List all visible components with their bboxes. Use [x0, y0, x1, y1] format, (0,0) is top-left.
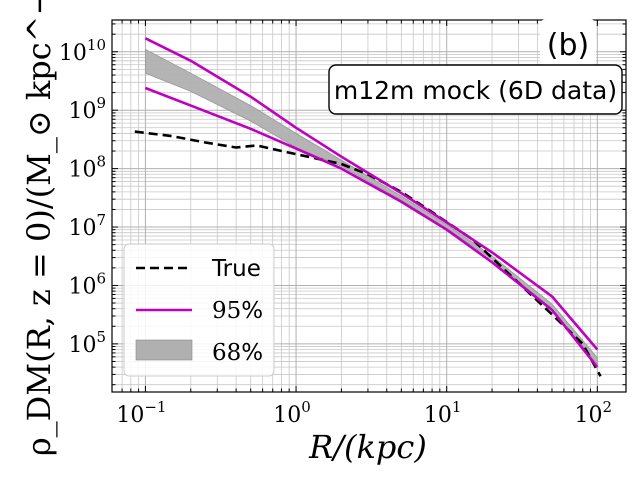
x-tick-label: 102 [575, 398, 613, 428]
band-68-percent [145, 48, 598, 366]
legend: True 95% 68% [123, 243, 275, 377]
x-axis-label: R/(kpc) [308, 428, 427, 466]
legend-true-label: True [211, 256, 261, 282]
y-tick-label: 106 [68, 269, 106, 299]
x-tick-label: 101 [424, 398, 462, 428]
x-tick-label: 10−1 [116, 398, 166, 428]
x-tick-label: 100 [273, 398, 311, 428]
panel-label-box: (b) [540, 19, 596, 65]
tick-labels: 10−1 100 101 102 105 106 107 108 109 1010 [59, 36, 612, 428]
y-tick-label: 1010 [59, 36, 106, 66]
legend-68-swatch [135, 339, 193, 361]
annotation-text: m12m mock (6D data) [334, 76, 617, 105]
series-line-95-lower [144, 86, 599, 368]
series-line-95-upper [144, 37, 599, 351]
y-tick-label: 105 [68, 328, 106, 358]
plot-area [134, 37, 602, 377]
axis-ticks [111, 20, 626, 392]
annotation-box: m12m mock (6D data) [328, 64, 623, 115]
panel-label: (b) [547, 28, 589, 63]
y-tick-label: 109 [68, 94, 106, 124]
minor-grid [111, 20, 626, 392]
y-tick-label: 107 [68, 211, 106, 241]
y-axis-label: ρ_DM(R, z = 0)/(M_⊙ kpc^−3) [20, 0, 58, 456]
legend-68-label: 68% [212, 340, 263, 366]
series-line-true [134, 130, 602, 377]
plot-frame [111, 19, 627, 393]
legend-95-label: 95% [212, 298, 263, 324]
y-tick-label: 108 [68, 153, 106, 183]
